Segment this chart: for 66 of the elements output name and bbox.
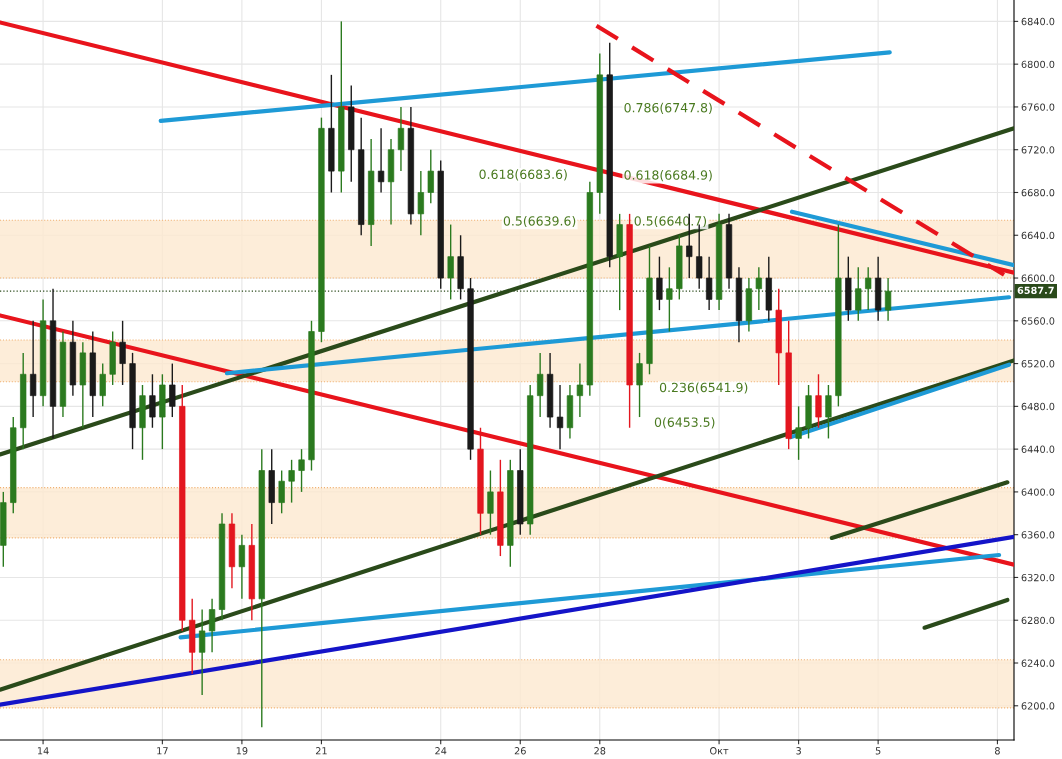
candlestick — [149, 373, 156, 429]
y-tick-label: 6600.0 — [1021, 274, 1055, 282]
candlestick — [199, 608, 206, 696]
candlestick — [855, 266, 862, 322]
x-tick-label: 8 — [995, 747, 1000, 755]
x-tick-label: 21 — [315, 747, 327, 755]
x-tick-label: 26 — [514, 747, 526, 755]
y-tick-label: 6360.0 — [1021, 531, 1055, 539]
x-tick-label: 5 — [875, 747, 881, 755]
candlestick — [427, 149, 434, 204]
candlestick — [99, 362, 106, 408]
candlestick — [576, 362, 584, 418]
candlestick — [447, 223, 454, 301]
candlestick — [755, 266, 762, 311]
candlestick — [278, 469, 285, 514]
annotation: 0.236(6541.9) — [659, 382, 748, 394]
candlestick — [238, 533, 246, 600]
y-tick-label: 6560.0 — [1021, 317, 1055, 325]
y-tick-label: 6400.0 — [1021, 488, 1055, 496]
candlestick — [397, 106, 405, 172]
y-tick-label: 6760.0 — [1021, 103, 1055, 111]
y-tick-label: 6720.0 — [1021, 146, 1055, 154]
y-tick-label: 6280.0 — [1021, 616, 1055, 625]
candlestick — [865, 266, 872, 311]
candlestick — [417, 170, 424, 236]
x-tick-label: 3 — [796, 747, 801, 755]
y-tick-label: 6800.0 — [1021, 60, 1055, 68]
y-tick-label: 6320.0 — [1021, 573, 1055, 582]
candlestick — [636, 352, 643, 418]
y-tick-label: 6680.0 — [1021, 188, 1055, 197]
candlestick — [795, 405, 802, 461]
candlestick — [487, 469, 494, 536]
candlestick — [208, 598, 216, 654]
x-tick-label: 24 — [435, 747, 447, 755]
x-tick-label: 14 — [37, 747, 49, 755]
candlestick — [706, 255, 713, 311]
candlestick — [30, 320, 37, 418]
annotation: 0(6453.5) — [654, 417, 715, 429]
y-tick-label: 6200.0 — [1021, 702, 1055, 710]
annotation: 0.618(6684.9) — [624, 170, 712, 182]
y-tick-label: 6440.0 — [1021, 445, 1055, 453]
candlestick — [119, 320, 126, 386]
candlestick — [537, 352, 544, 418]
annotation: 0.5(6639.6) — [503, 215, 576, 228]
y-tick-label: 6840.0 — [1021, 17, 1055, 26]
y-tick-label: 6240.0 — [1021, 659, 1055, 667]
candlestick — [298, 448, 305, 493]
candlestick — [656, 255, 663, 311]
candlestick — [556, 384, 564, 450]
y-tick-label: 6480.0 — [1021, 402, 1055, 411]
ref-line-label: 6587.7 — [1017, 286, 1054, 295]
candlestick — [815, 373, 822, 429]
x-tick-label: Окт — [710, 747, 729, 755]
candlestick — [666, 266, 673, 333]
x-tick-label: 17 — [157, 747, 168, 755]
annotation: 0.618(6683.6) — [479, 169, 567, 181]
y-tick-label: 6520.0 — [1021, 360, 1055, 368]
x-tick-label: 19 — [236, 747, 248, 755]
annotation: 0.786(6747.8) — [624, 102, 712, 114]
candlestick — [825, 384, 832, 440]
candlestick — [377, 127, 385, 194]
x-tick-label: 28 — [594, 747, 606, 755]
candlestick — [884, 277, 892, 322]
candlestick — [288, 459, 295, 504]
candlestick — [169, 362, 176, 418]
y-tick-label: 6640.0 — [1021, 231, 1055, 240]
